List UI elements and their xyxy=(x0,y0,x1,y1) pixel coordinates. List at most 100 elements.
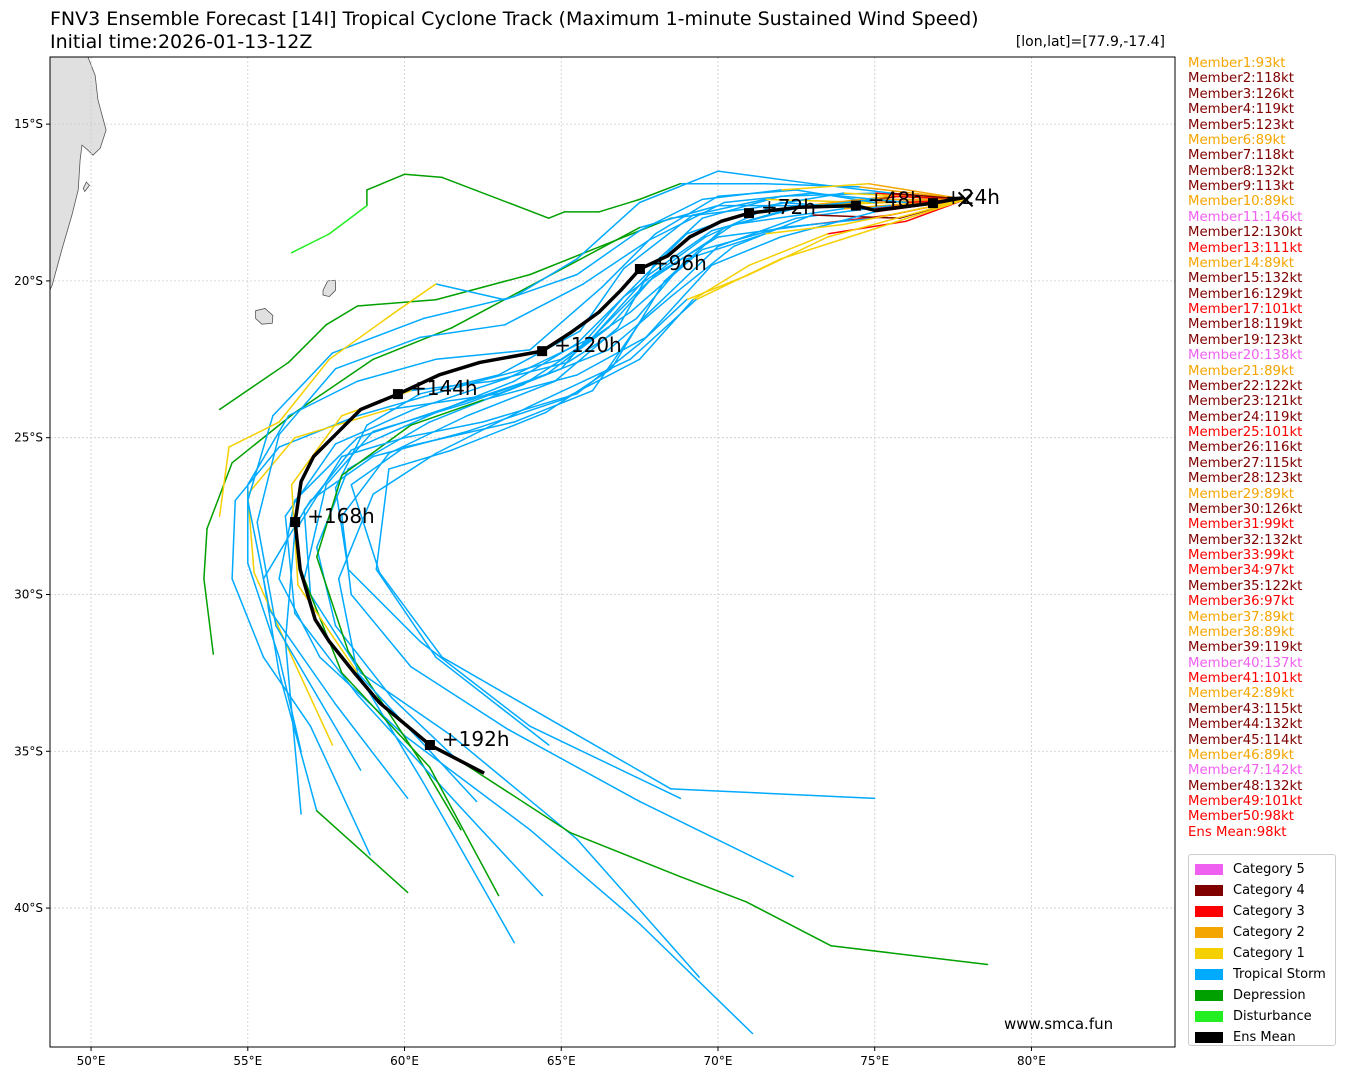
lat-tick-label: 30°S xyxy=(14,587,43,601)
legend-item: Category 4 xyxy=(1195,880,1335,901)
mean-time-marker xyxy=(634,263,645,274)
lon-tick-label: 75°E xyxy=(860,1054,889,1068)
member-track-segment xyxy=(256,433,280,524)
member-intensity-item: Member1:93kt xyxy=(1188,56,1286,71)
member-track-segment xyxy=(284,531,296,643)
member-intensity-item: Member30:126kt xyxy=(1188,501,1303,517)
member-intensity-item: Member39:119kt xyxy=(1188,640,1303,656)
member-track-segment xyxy=(507,336,594,379)
member-track-segment xyxy=(547,211,566,219)
member-track-segment xyxy=(723,192,813,204)
legend-swatch xyxy=(1195,1011,1223,1022)
member-track-segment xyxy=(522,342,588,386)
member-intensity-item: Member5:123kt xyxy=(1188,117,1294,133)
member-intensity-item: Member35:122kt xyxy=(1188,578,1303,594)
member-track-segment xyxy=(701,189,782,201)
member-track-segment xyxy=(544,716,672,790)
member-track-segment xyxy=(228,421,280,448)
member-track-segment xyxy=(356,672,478,803)
member-track-segment xyxy=(638,298,688,345)
member-track-segment xyxy=(576,838,700,978)
member-track-segment xyxy=(842,198,967,226)
member-track-segment xyxy=(513,389,594,423)
member-intensity-item: Ens Mean:98kt xyxy=(1188,824,1287,840)
member-intensity-item: Member36:97kt xyxy=(1188,594,1294,610)
member-track-segment xyxy=(641,245,719,320)
lon-tick-label: 50°E xyxy=(77,1054,106,1068)
mean-time-marker xyxy=(392,389,403,400)
member-track-segment xyxy=(732,208,845,226)
member-track-segment xyxy=(569,832,682,878)
member-track-segment xyxy=(388,393,500,411)
member-track-segment xyxy=(748,233,829,266)
member-track-segment xyxy=(331,317,425,354)
member-intensity-list: Member1:93kt Member2:118kt Member3:126kt Me… xyxy=(1188,56,1302,840)
member-track-segment xyxy=(529,828,641,925)
member-track-segment xyxy=(303,483,327,580)
member-track-segment xyxy=(466,380,556,417)
position-readout: [lon,lat]=[77.9,-17.4] xyxy=(1015,34,1165,50)
member-track-segment xyxy=(826,198,967,238)
member-track-segment xyxy=(275,625,362,771)
member-track-segment xyxy=(645,264,713,339)
legend-swatch xyxy=(1195,906,1223,917)
member-track-segment xyxy=(231,578,265,658)
member-intensity-item: Member19:123kt xyxy=(1188,332,1303,348)
member-track-segment xyxy=(638,170,719,204)
member-intensity-item: Member13:111kt xyxy=(1188,240,1303,256)
member-track-segment xyxy=(710,236,782,266)
member-track-segment xyxy=(576,201,641,260)
member-track-segment xyxy=(764,223,845,235)
member-track-segment xyxy=(654,195,719,235)
member-track-segment xyxy=(717,170,813,185)
member-track-segment xyxy=(309,455,374,502)
member-track-segment xyxy=(582,239,650,285)
member-track-segment xyxy=(804,195,892,207)
mean-time-label: +48h xyxy=(868,188,923,212)
member-intensity-item: Member40:137kt xyxy=(1188,655,1303,671)
member-track-segment xyxy=(247,562,280,658)
lat-tick-label: 40°S xyxy=(14,901,43,915)
legend-label: Ens Mean xyxy=(1233,1030,1296,1045)
member-track-segment xyxy=(504,283,584,326)
member-track-segment xyxy=(466,399,562,433)
member-track-segment xyxy=(350,593,412,668)
member-intensity-item: Member15:132kt xyxy=(1188,271,1303,287)
member-intensity-item: Member14:89kt xyxy=(1188,255,1294,271)
member-track-segment xyxy=(410,399,484,426)
member-track-segment xyxy=(435,349,531,361)
map-frame xyxy=(49,56,1176,1048)
member-track-segment xyxy=(231,499,237,580)
member-track-segment xyxy=(576,336,647,376)
member-track-segment xyxy=(328,204,368,235)
member-track-segment xyxy=(764,182,860,188)
member-track-segment xyxy=(309,725,371,856)
member-track-segment xyxy=(419,640,531,727)
member-track-segment xyxy=(284,443,337,517)
member-track-segment xyxy=(278,672,318,812)
member-track-segment xyxy=(337,493,374,580)
member-track-segment xyxy=(278,358,331,423)
member-track-segment xyxy=(435,273,531,301)
member-track-segment xyxy=(441,656,547,718)
member-track-segment xyxy=(648,201,725,241)
member-track-segment xyxy=(422,295,515,320)
member-intensity-item: Member9:113kt xyxy=(1188,179,1294,194)
member-track-segment xyxy=(410,380,494,392)
member-intensity-item: Member50:98kt xyxy=(1188,809,1294,825)
member-track-segment xyxy=(544,367,613,414)
member-track-segment xyxy=(635,258,688,320)
member-intensity-item: Member20:138kt xyxy=(1188,348,1303,364)
member-intensity-item: Member27:115kt xyxy=(1188,455,1303,471)
member-track-segment xyxy=(598,198,641,213)
legend-swatch xyxy=(1195,885,1223,896)
member-track-segment xyxy=(419,759,462,831)
member-track-segment xyxy=(704,201,782,238)
mean-time-label: +144h xyxy=(410,376,478,400)
member-intensity-item: Member44:132kt xyxy=(1188,717,1303,733)
member-track-segment xyxy=(203,578,215,655)
mean-time-marker xyxy=(424,740,435,751)
member-track-segment xyxy=(779,182,870,191)
mean-time-marker xyxy=(537,346,548,357)
mean-time-marker xyxy=(850,200,861,211)
